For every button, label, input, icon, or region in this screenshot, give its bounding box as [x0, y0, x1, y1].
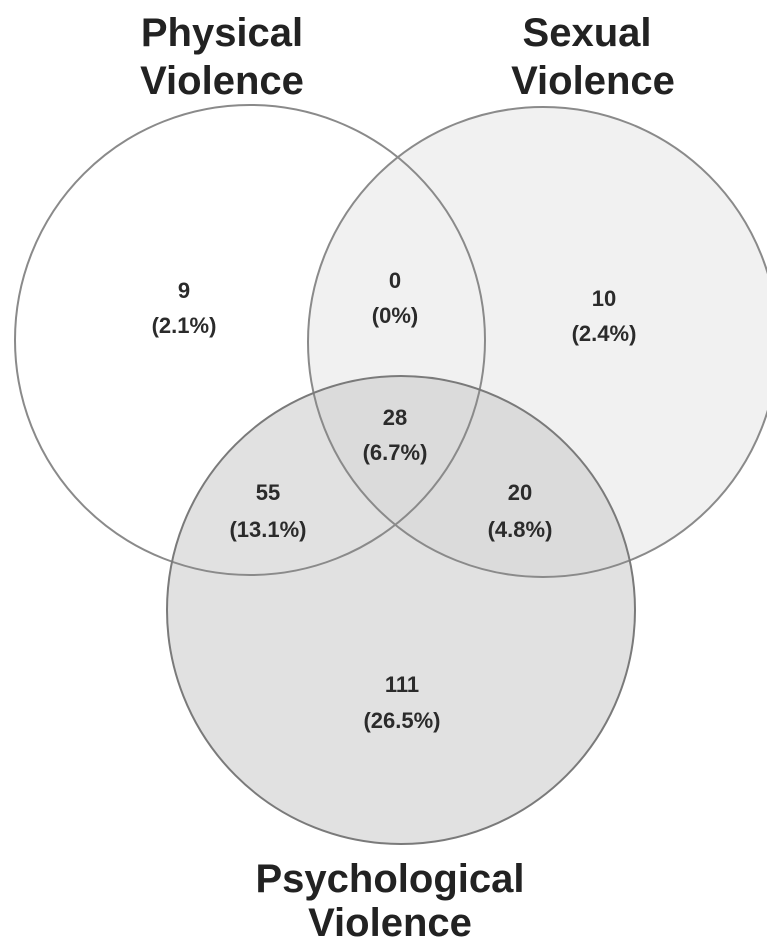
psychological-only-pct: (26.5%) [363, 708, 440, 733]
all-three-pct: (6.7%) [363, 440, 428, 465]
all-three-count: 28 [383, 405, 407, 430]
psychological-violence-title-line1: Psychological [256, 857, 525, 901]
physical-only-count: 9 [178, 278, 190, 303]
sexual-only-pct: (2.4%) [572, 321, 637, 346]
physical-violence-outline [14, 104, 486, 576]
physical-psychological-count: 55 [256, 480, 280, 505]
physical-sexual-pct: (0%) [372, 303, 418, 328]
psychological-violence-title-line2: Violence [308, 901, 472, 941]
physical-only-pct: (2.1%) [152, 313, 217, 338]
sexual-violence-title-line2: Violence [511, 59, 675, 103]
physical-psychological-pct: (13.1%) [229, 517, 306, 542]
psychological-only-count: 111 [385, 672, 419, 697]
sexual-only-count: 10 [592, 286, 616, 311]
sexual-violence-outline [307, 106, 767, 578]
sexual-psychological-pct: (4.8%) [488, 517, 553, 542]
physical-violence-title-line1: Physical [141, 11, 303, 55]
psychological-violence-outline [166, 375, 636, 845]
physical-sexual-count: 0 [389, 268, 401, 293]
sexual-psychological-count: 20 [508, 480, 532, 505]
psychological-violence-circle [167, 376, 635, 844]
physical-violence-title-line2: Violence [140, 59, 304, 103]
sexual-violence-title-line1: Sexual [523, 11, 652, 55]
